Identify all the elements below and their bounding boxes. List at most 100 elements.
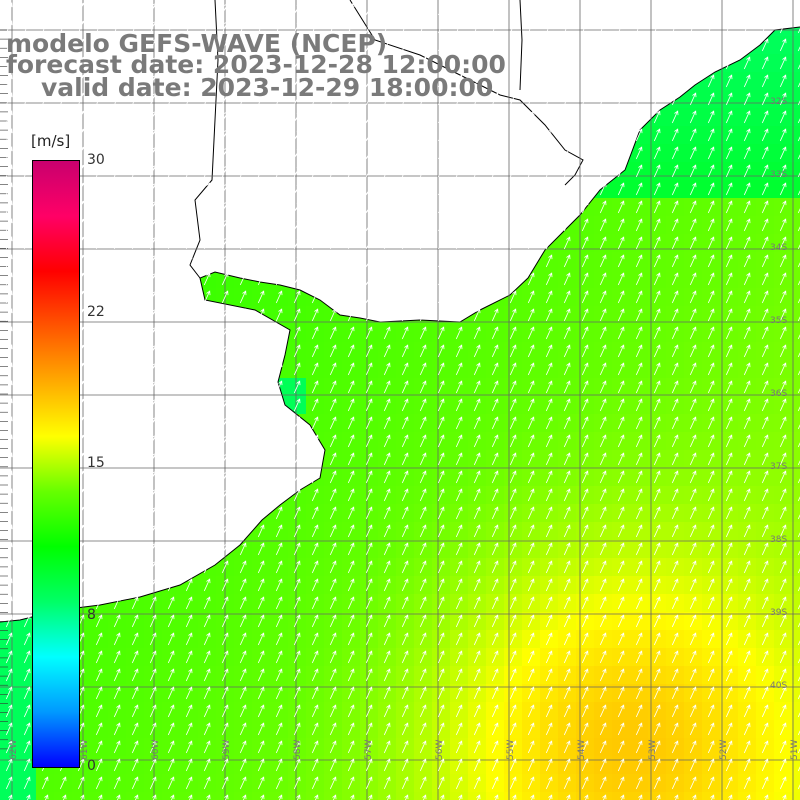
wind-arrow: [617, 2, 625, 16]
wind-cell: [756, 792, 774, 800]
wind-arrow: [257, 56, 265, 70]
wind-arrow: [293, 74, 301, 88]
wind-cell: [792, 144, 800, 162]
wind-arrow: [383, 20, 391, 34]
wind-arrow: [293, 38, 301, 52]
wind-arrow: [149, 2, 157, 16]
wind-cell: [684, 792, 702, 800]
wind-arrow: [221, 38, 229, 52]
wind-arrow: [473, 38, 481, 52]
longitude-label: 52W: [719, 740, 729, 760]
wind-arrow: [59, 38, 67, 52]
wind-arrow: [671, 2, 679, 16]
colorbar-gradient: [33, 161, 79, 767]
wind-arrow: [221, 2, 229, 16]
wind-cell: [594, 792, 612, 800]
wind-arrow: [113, 56, 121, 70]
wind-arrow: [41, 56, 49, 70]
wind-arrow: [59, 20, 67, 34]
wind-arrow: [743, 56, 751, 70]
wind-arrow: [131, 20, 139, 34]
longitude-label: 60W: [151, 740, 161, 760]
latitude-label: 34S: [770, 243, 787, 253]
wind-arrow: [527, 74, 535, 88]
wind-arrow: [293, 20, 301, 34]
wind-cell: [576, 792, 594, 800]
wind-arrow: [419, 20, 427, 34]
wind-arrow: [437, 38, 445, 52]
wind-cell: [792, 774, 800, 792]
wind-arrow: [59, 2, 67, 16]
wind-arrow: [635, 20, 643, 34]
wind-arrow: [725, 56, 733, 70]
wind-arrow: [509, 38, 517, 52]
wind-arrow: [239, 74, 247, 88]
wind-arrow: [509, 20, 517, 34]
wind-arrow: [77, 56, 85, 70]
colorbar-tick-label: 15: [87, 455, 105, 471]
wind-cell: [792, 126, 800, 144]
wind-arrow: [77, 74, 85, 88]
wind-arrow: [509, 74, 517, 88]
colorbar: [32, 160, 80, 768]
longitude-label: 56W: [435, 740, 445, 760]
wind-cell: [414, 792, 432, 800]
wind-arrow: [347, 74, 355, 88]
wind-arrow: [437, 2, 445, 16]
wind-arrow: [23, 20, 31, 34]
latitude-label: 37S: [770, 462, 787, 472]
wind-arrow: [725, 20, 733, 34]
wind-arrow: [653, 20, 661, 34]
wind-arrow: [311, 56, 319, 70]
wind-arrow: [185, 56, 193, 70]
wind-cell: [0, 792, 18, 800]
wind-cell: [792, 324, 800, 342]
land-south-america: [0, 0, 800, 622]
wind-cell: [792, 522, 800, 540]
wind-arrow: [707, 2, 715, 16]
wind-arrow: [653, 56, 661, 70]
wind-arrow: [365, 20, 373, 34]
wind-arrow: [5, 74, 13, 88]
wind-arrow: [455, 56, 463, 70]
wind-arrow: [329, 38, 337, 52]
wind-arrow: [617, 38, 625, 52]
wind-cell: [792, 54, 800, 72]
wind-arrow: [131, 74, 139, 88]
longitude-label: 53W: [648, 740, 658, 760]
wind-arrow: [77, 38, 85, 52]
wind-arrow: [221, 74, 229, 88]
wind-cell: [18, 792, 36, 800]
wind-cell: [180, 792, 198, 800]
wind-arrow: [527, 38, 535, 52]
wind-cell: [54, 792, 72, 800]
wind-arrow: [203, 2, 211, 16]
wind-arrow: [437, 20, 445, 34]
longitude-label: 55W: [506, 740, 516, 760]
wind-arrow: [401, 2, 409, 16]
longitude-label: 58W: [293, 740, 303, 760]
wind-cell: [252, 792, 270, 800]
wind-arrow: [689, 20, 697, 34]
wind-cell: [144, 792, 162, 800]
wind-arrow: [5, 38, 13, 52]
wind-arrow: [563, 20, 571, 34]
wind-arrow: [599, 38, 607, 52]
wind-arrow: [77, 20, 85, 34]
wind-arrow: [95, 74, 103, 88]
latitude-label: 40S: [770, 681, 787, 691]
wind-arrow: [185, 74, 193, 88]
wind-arrow: [581, 2, 589, 16]
wind-arrow: [239, 20, 247, 34]
wind-cell: [630, 792, 648, 800]
wind-arrow: [221, 56, 229, 70]
wind-cell: [792, 216, 800, 234]
wind-arrow: [347, 20, 355, 34]
wind-cell: [108, 792, 126, 800]
wind-cell: [792, 36, 800, 54]
longitude-label: 62W: [9, 740, 19, 760]
wind-arrow: [545, 38, 553, 52]
wind-arrow: [563, 38, 571, 52]
wind-cell: [666, 792, 684, 800]
